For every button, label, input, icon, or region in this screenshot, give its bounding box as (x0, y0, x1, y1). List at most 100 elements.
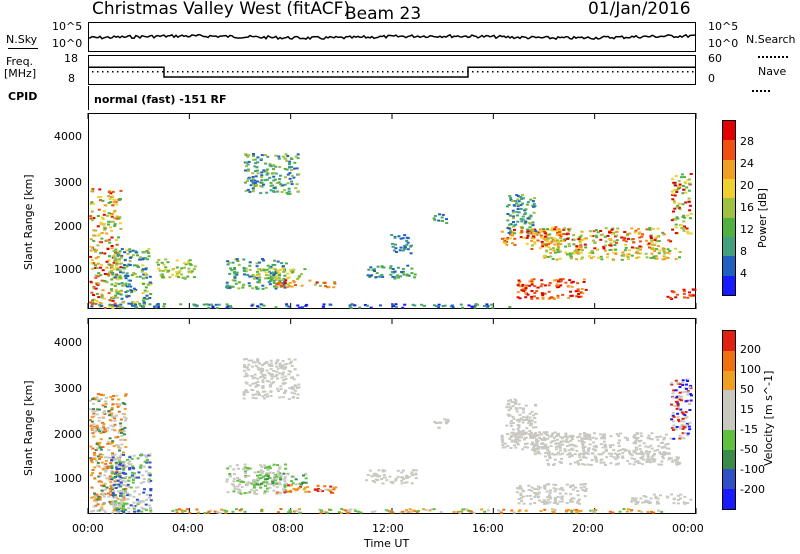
velocity-cell (115, 414, 118, 417)
power-cell (260, 303, 264, 306)
velocity-cell (117, 410, 121, 413)
velocity-cell (595, 460, 599, 463)
velocity-cell (519, 494, 523, 497)
nave-dot (92, 71, 94, 73)
velocity-cell (558, 492, 562, 495)
power-cell (518, 285, 522, 288)
power-cell (523, 213, 527, 216)
power-cell (143, 303, 146, 306)
nsearch-dots (758, 46, 788, 65)
velocity-cell (501, 446, 505, 449)
velocity-cell (149, 489, 153, 492)
power-cell (106, 273, 110, 276)
velocity-cell (533, 449, 537, 451)
power-cell (348, 304, 352, 307)
velocity-cell (289, 360, 293, 363)
power-cell (536, 232, 540, 235)
power-cell (683, 216, 687, 219)
velocity-cell (136, 457, 140, 460)
velocity-cell (290, 391, 294, 394)
velocity-cell (264, 478, 268, 481)
velocity-cell (263, 373, 266, 376)
nave-dot (612, 71, 614, 73)
power-cell (144, 272, 148, 275)
velocity-cell (573, 444, 577, 447)
power-cell (120, 254, 124, 257)
velocity-cell (247, 368, 251, 371)
power-cell (273, 172, 277, 175)
power-cell (143, 276, 147, 279)
power-cell (538, 247, 542, 250)
velocity-cell (584, 487, 588, 490)
velocity-cell (323, 485, 327, 488)
power-cell (547, 290, 551, 293)
nave-dot (347, 71, 349, 73)
nave-dot (407, 71, 409, 73)
power-cell (175, 271, 179, 274)
velocity-cell (668, 452, 671, 455)
velocity-cell (110, 460, 114, 463)
power-cell (246, 170, 250, 172)
velocity-cell (117, 457, 121, 460)
power-cell (276, 260, 280, 263)
power-cell (91, 267, 95, 270)
power-cell (541, 296, 545, 299)
power-cell (119, 271, 122, 274)
velocity-cell (121, 413, 125, 415)
power-cell (556, 294, 560, 297)
velocity-cell (289, 490, 293, 493)
power-cell (394, 247, 398, 250)
velocity-cell (686, 380, 689, 382)
power-cell (256, 180, 259, 183)
velocity-cell (371, 480, 375, 482)
velocity-cell (108, 501, 112, 503)
power-cell (588, 230, 592, 233)
power-cell (521, 202, 524, 205)
velocity-cell (255, 384, 259, 387)
velocity-cell (261, 390, 265, 393)
velocity-cell (461, 508, 465, 511)
nsearch-label: N.Search (746, 33, 796, 46)
power-cell (503, 240, 507, 242)
velocity-cell (568, 435, 572, 438)
power-cell (593, 247, 597, 250)
power-cell (115, 217, 119, 220)
power-cell (268, 163, 272, 166)
velocity-cell (112, 509, 116, 512)
nave-dot (482, 71, 484, 73)
velocity-cell (528, 421, 532, 424)
velocity-cell (221, 509, 225, 512)
velocity-cell (565, 502, 569, 505)
power-cell (609, 242, 613, 245)
velocity-cell (90, 429, 94, 431)
power-cell (273, 259, 277, 262)
power-cell (638, 240, 642, 243)
velocity-cell (579, 458, 583, 461)
velocity-cell (688, 428, 692, 431)
nave-dot (187, 71, 189, 73)
power-cell (244, 190, 248, 192)
power-cell (125, 264, 129, 267)
velocity-cell (589, 464, 593, 466)
velocity-cell (518, 419, 522, 422)
velocity-colorbar-tick: -15 (740, 423, 758, 436)
velocity-cell (619, 448, 623, 451)
power-cell (105, 232, 109, 235)
velocity-cell (650, 510, 654, 513)
velocity-cell (574, 486, 578, 489)
power-cell (272, 168, 275, 171)
velocity-cell (266, 490, 270, 493)
velocity-cell (337, 511, 341, 514)
velocity-cell (254, 364, 258, 367)
velocity-cell (469, 510, 473, 513)
velocity-cell (559, 440, 563, 443)
velocity-colorbar-tick: 50 (740, 383, 754, 396)
velocity-cell (566, 445, 570, 447)
power-cell (374, 276, 378, 279)
velocity-cell (663, 446, 667, 449)
velocity-cell (594, 437, 598, 440)
velocity-cell (265, 379, 269, 382)
power-cell (128, 260, 132, 263)
nave-dot (97, 71, 99, 73)
power-cell (432, 304, 436, 307)
